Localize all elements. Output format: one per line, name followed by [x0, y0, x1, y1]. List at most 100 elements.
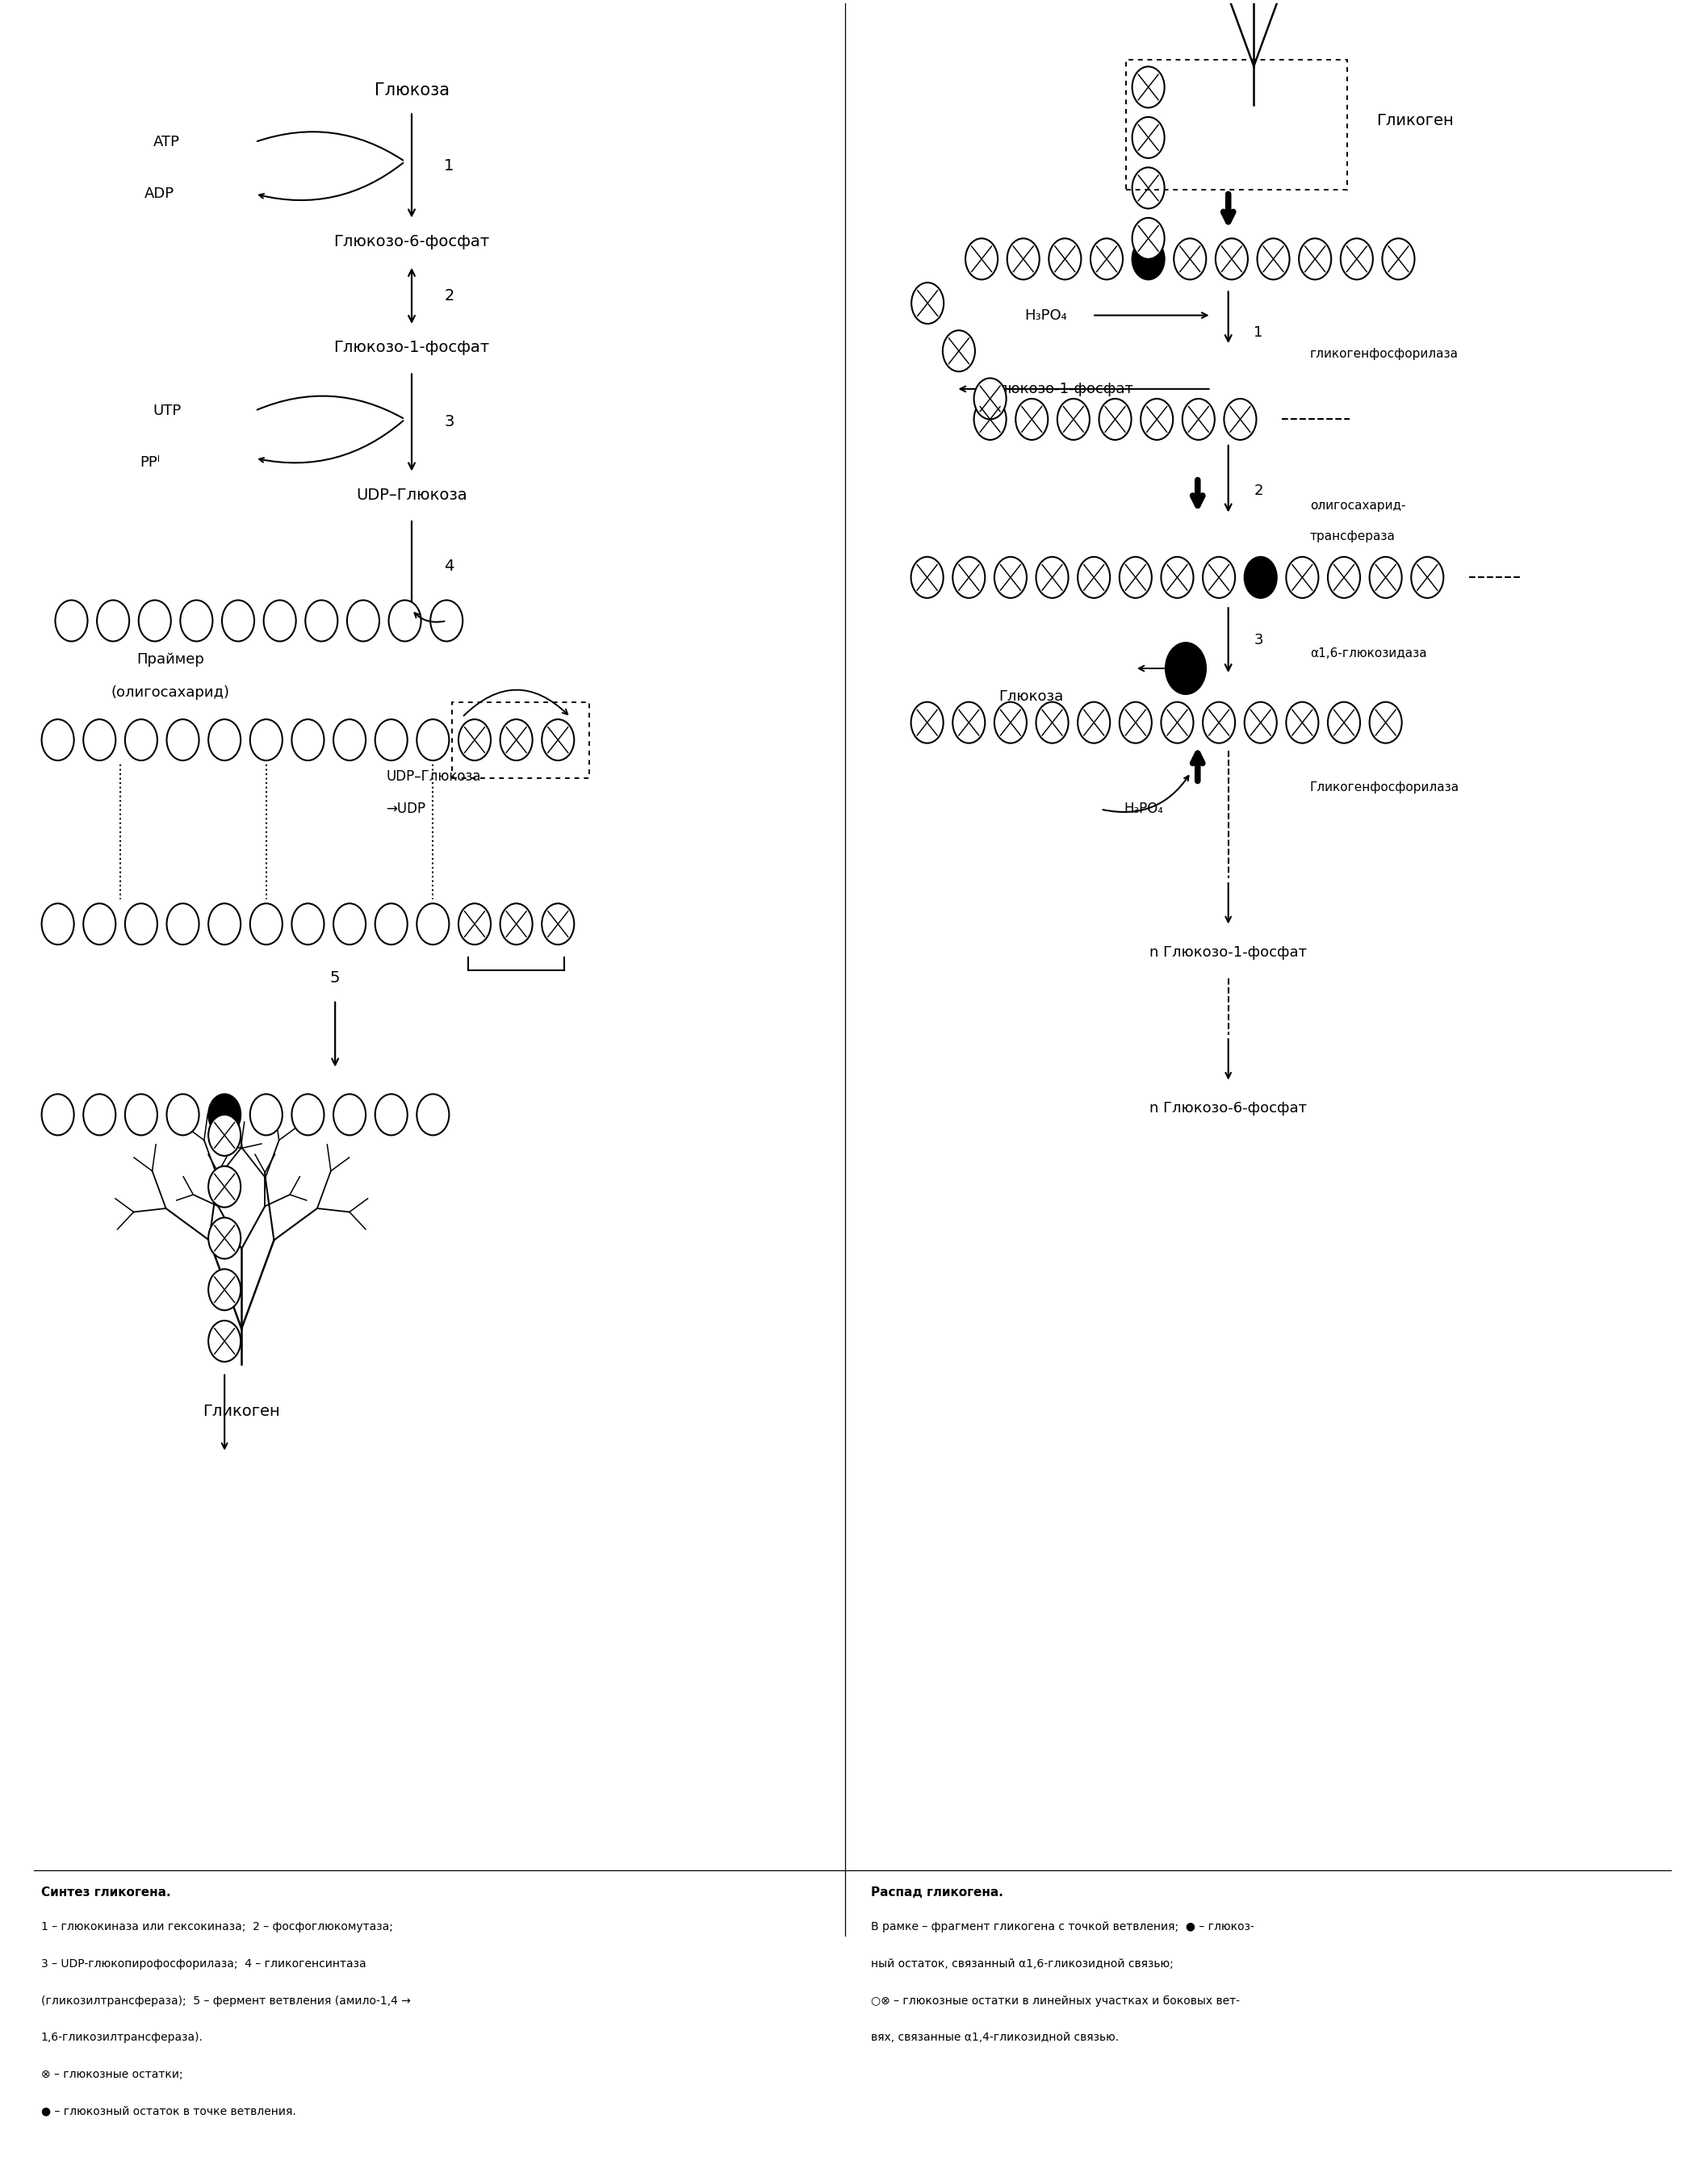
Circle shape — [263, 600, 295, 641]
Text: 2: 2 — [444, 289, 454, 304]
Text: ● – глюкозный остаток в точке ветвления.: ● – глюкозный остаток в точке ветвления. — [41, 2106, 295, 2117]
Circle shape — [125, 719, 157, 761]
Text: Глюкозо-1-фосфат: Глюкозо-1-фосфат — [989, 382, 1134, 395]
Circle shape — [500, 719, 533, 761]
Bar — [451, 702, 589, 778]
Circle shape — [249, 719, 282, 761]
Text: Гликоген: Гликоген — [203, 1404, 280, 1419]
Text: n Глюкозо-6-фосфат: n Глюкозо-6-фосфат — [1149, 1102, 1307, 1115]
Text: олигосахарид-: олигосахарид- — [1310, 500, 1406, 513]
Circle shape — [1161, 702, 1194, 743]
Circle shape — [1037, 556, 1069, 598]
Circle shape — [208, 1269, 241, 1310]
Circle shape — [41, 1093, 73, 1134]
Circle shape — [55, 600, 87, 641]
Circle shape — [1225, 398, 1257, 439]
Circle shape — [1057, 398, 1090, 439]
Circle shape — [1132, 67, 1165, 109]
Circle shape — [41, 719, 73, 761]
Circle shape — [953, 702, 986, 743]
Circle shape — [1098, 398, 1131, 439]
Circle shape — [292, 904, 325, 945]
Circle shape — [181, 600, 212, 641]
Text: 1: 1 — [444, 159, 454, 174]
Circle shape — [292, 719, 325, 761]
Circle shape — [500, 904, 533, 945]
Circle shape — [41, 904, 73, 945]
Circle shape — [125, 904, 157, 945]
Text: 3: 3 — [444, 413, 454, 428]
Text: трансфераза: трансфераза — [1310, 530, 1395, 543]
Circle shape — [333, 904, 366, 945]
Circle shape — [541, 719, 574, 761]
Circle shape — [222, 600, 254, 641]
Circle shape — [1182, 398, 1214, 439]
Circle shape — [84, 904, 116, 945]
Circle shape — [1049, 239, 1081, 280]
Circle shape — [1078, 556, 1110, 598]
Text: ⊗ – глюкозные остатки;: ⊗ – глюкозные остатки; — [41, 2069, 183, 2080]
Text: UDP–Глюкоза: UDP–Глюкоза — [386, 769, 482, 784]
Text: H₃PO₄: H₃PO₄ — [1025, 309, 1068, 322]
Text: ный остаток, связанный α1,6-гликозидной связью;: ный остаток, связанный α1,6-гликозидной … — [871, 1958, 1173, 1969]
Circle shape — [1327, 702, 1360, 743]
Text: гликогенфосфорилаза: гликогенфосфорилаза — [1310, 348, 1459, 361]
Circle shape — [1078, 702, 1110, 743]
Text: ATP: ATP — [154, 135, 179, 150]
Circle shape — [953, 556, 986, 598]
Circle shape — [1370, 556, 1402, 598]
Circle shape — [208, 1115, 241, 1156]
Text: H₃PO₄: H₃PO₄ — [1124, 802, 1163, 817]
Text: Глюкозо-1-фосфат: Глюкозо-1-фосфат — [333, 341, 490, 356]
Circle shape — [389, 600, 422, 641]
Text: В рамке – фрагмент гликогена с точкой ветвления;  ● – глюкоз-: В рамке – фрагмент гликогена с точкой ве… — [871, 1921, 1254, 1932]
Circle shape — [1327, 556, 1360, 598]
Circle shape — [1090, 239, 1122, 280]
Circle shape — [249, 904, 282, 945]
Circle shape — [994, 702, 1027, 743]
Text: 1 – глюкокиназа или гексокиназа;  2 – фосфоглюкомутаза;: 1 – глюкокиназа или гексокиназа; 2 – фос… — [41, 1921, 393, 1932]
Circle shape — [1257, 239, 1290, 280]
Circle shape — [1202, 556, 1235, 598]
Circle shape — [458, 904, 490, 945]
Circle shape — [417, 1093, 449, 1134]
Circle shape — [125, 1093, 157, 1134]
Text: →UDP: →UDP — [386, 802, 425, 817]
Circle shape — [376, 1093, 408, 1134]
Circle shape — [1161, 556, 1194, 598]
Circle shape — [292, 1093, 325, 1134]
Circle shape — [1016, 398, 1049, 439]
Circle shape — [138, 600, 171, 641]
Circle shape — [208, 1093, 241, 1134]
Text: Глюкоза: Глюкоза — [999, 689, 1064, 704]
Text: PPᴵ: PPᴵ — [140, 456, 159, 469]
Text: 1,6-гликозилтрансфераза).: 1,6-гликозилтрансфераза). — [41, 2032, 203, 2043]
Circle shape — [376, 719, 408, 761]
Text: 3: 3 — [1254, 632, 1264, 648]
Circle shape — [167, 904, 200, 945]
Text: 5: 5 — [330, 971, 340, 987]
Circle shape — [1245, 556, 1278, 598]
Text: Распад гликогена.: Распад гликогена. — [871, 1886, 1003, 1899]
Circle shape — [965, 239, 997, 280]
Circle shape — [208, 1321, 241, 1362]
Circle shape — [417, 904, 449, 945]
Circle shape — [1286, 702, 1319, 743]
Circle shape — [1382, 239, 1414, 280]
Text: 3 – UDP-глюкопирофосфорилаза;  4 – гликогенсинтаза: 3 – UDP-глюкопирофосфорилаза; 4 – гликог… — [41, 1958, 366, 1969]
Circle shape — [249, 1093, 282, 1134]
Circle shape — [943, 330, 975, 372]
Circle shape — [347, 600, 379, 641]
Circle shape — [1286, 556, 1319, 598]
Circle shape — [333, 719, 366, 761]
Circle shape — [1008, 239, 1040, 280]
Text: n Глюкозо-1-фосфат: n Глюкозо-1-фосфат — [1149, 945, 1307, 960]
Circle shape — [1141, 398, 1173, 439]
Circle shape — [208, 1167, 241, 1208]
Circle shape — [541, 904, 574, 945]
Circle shape — [1202, 702, 1235, 743]
Circle shape — [97, 600, 130, 641]
Circle shape — [1132, 217, 1165, 259]
Circle shape — [208, 719, 241, 761]
Text: Глюкоза: Глюкоза — [374, 83, 449, 98]
